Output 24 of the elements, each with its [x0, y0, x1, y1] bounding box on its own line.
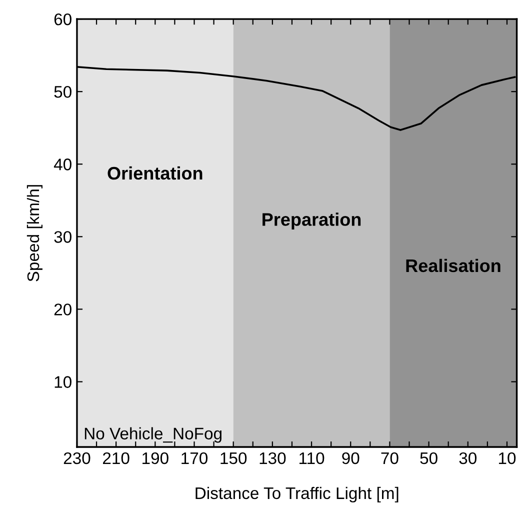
- y-tick-label: 60: [54, 13, 72, 26]
- x-tick-label: 90: [342, 452, 360, 464]
- y-tick-label: 30: [54, 231, 72, 243]
- band-label: Realisation: [406, 258, 500, 272]
- y-tick-label: 20: [54, 304, 72, 316]
- x-tick-label: 130: [260, 452, 286, 464]
- band-label: Preparation: [262, 212, 361, 230]
- y-tick-label: 40: [54, 158, 72, 170]
- x-tick-label: 170: [182, 452, 208, 464]
- x-tick-label: 70: [381, 452, 398, 464]
- x-axis-title: Distance To Traffic Light [m]: [196, 486, 398, 502]
- y-tick-label: 50: [54, 86, 72, 98]
- x-tick-label: 230: [64, 452, 90, 464]
- band-label: Orientation: [108, 166, 202, 180]
- x-tick-label: 110: [300, 452, 324, 464]
- x-tick-label: 150: [220, 452, 247, 464]
- x-tick-label: 30: [459, 452, 477, 464]
- y-tick-label: 10: [54, 376, 72, 388]
- x-tick-label: 10: [498, 452, 516, 464]
- x-tick-label: 50: [420, 452, 438, 464]
- annotation: No Vehicle_NoFog: [84, 427, 222, 443]
- y-axis-title: Speed [km/h]: [26, 185, 42, 282]
- x-tick-label: 190: [142, 452, 168, 464]
- x-tick-label: 210: [103, 452, 130, 464]
